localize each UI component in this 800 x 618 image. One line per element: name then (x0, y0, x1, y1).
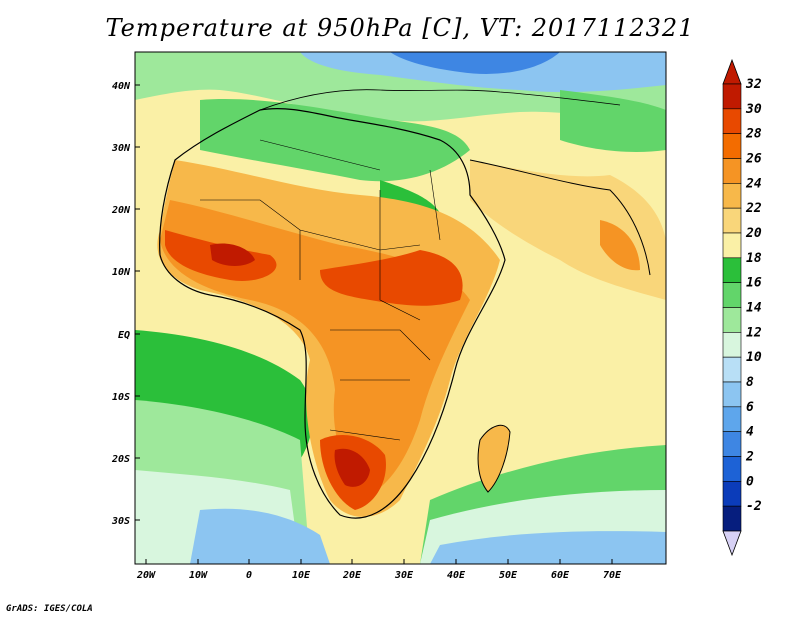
map-plot-area (135, 52, 666, 564)
colorbar-label: 8 (746, 375, 754, 390)
lon-label-10e: 10E (292, 570, 311, 581)
lon-label-10w: 10W (189, 570, 208, 581)
country-borders (200, 139, 441, 441)
colorbar-label: 6 (746, 400, 754, 415)
colorbar-label: 16 (746, 276, 762, 291)
field-europe-cold (390, 52, 560, 74)
colorbar-label: 4 (746, 425, 754, 440)
lat-label-20n: 20N (111, 205, 131, 216)
colorbar-label: 0 (746, 474, 754, 489)
field-central-hot (320, 250, 463, 306)
lon-label-60e: 60E (551, 570, 570, 581)
lat-label-10n: 10N (112, 267, 131, 278)
colorbar-cell (722, 307, 742, 333)
field-south-atlantic-cold (190, 508, 330, 564)
colorbar-cell (722, 505, 742, 532)
africa-coastline (159, 108, 506, 519)
colorbar-cell (722, 207, 742, 234)
madagascar-coastline (477, 424, 511, 493)
colorbar-cell (722, 481, 742, 507)
grads-credit: GrADS: IGES/COLA (6, 604, 93, 614)
colorbar-cell (722, 183, 742, 209)
colorbar-cell (722, 381, 742, 408)
field-mali-very-hot (210, 243, 255, 266)
colorbar-bottom-arrow (722, 530, 742, 557)
colorbar-label: 18 (746, 251, 762, 266)
field-madagascar (478, 425, 510, 492)
field-south-indian-cold (430, 531, 666, 564)
colorbar-label: 28 (745, 127, 762, 142)
lon-label-70e: 70E (603, 570, 622, 581)
lon-label-0: 0 (246, 570, 252, 581)
field-arabia-warm (470, 160, 666, 300)
mediterranean-coastline (259, 89, 621, 111)
arabia-india-coastline (469, 159, 651, 276)
colorbar-cell (722, 282, 742, 308)
lat-label-eq: EQ (118, 330, 130, 341)
latitude-axis: 40N 30N 20N 10N EQ 10S 20S 30S (111, 81, 140, 527)
colorbar-label: 30 (745, 102, 762, 117)
lat-label-30n: 30N (111, 143, 131, 154)
colorbar-cell (722, 158, 742, 184)
lon-label-20w: 20W (136, 570, 156, 581)
field-india-hot (600, 220, 640, 271)
colorbar-cell (722, 83, 742, 110)
colorbar-label: 20 (745, 226, 762, 241)
colorbar-label: 10 (746, 350, 762, 365)
field-sahara-green (200, 99, 470, 182)
colorbar-label: -2 (746, 499, 762, 514)
colorbar-cell (722, 232, 742, 259)
map-title: Temperature at 950hPa [C], VT: 201711232… (105, 14, 695, 42)
lon-label-50e: 50E (499, 570, 518, 581)
lat-label-10s: 10S (112, 392, 130, 403)
lon-label-40e: 40E (447, 570, 466, 581)
lon-label-30e: 30E (394, 570, 414, 581)
colorbar-label: 32 (745, 77, 762, 92)
colorbar-cell (722, 332, 742, 358)
colorbar-cell (722, 356, 742, 383)
colorbar-cell (722, 456, 742, 482)
colorbar-label: 2 (745, 450, 754, 465)
lat-label-20s: 20S (111, 454, 130, 465)
field-iran-mild (560, 90, 666, 152)
colorbar-label: 22 (745, 201, 762, 216)
colorbar-cell (722, 133, 742, 159)
longitude-axis: 20W 10W 0 10E 20E 30E 40E 50E 60E 70E (136, 559, 622, 581)
colorbar-cell (722, 406, 742, 432)
map-frame (134, 51, 667, 565)
colorbar-cell (722, 108, 742, 134)
colorbar-label: 26 (745, 152, 762, 167)
colorbar-label: 14 (746, 301, 762, 316)
colorbar-label: 24 (745, 176, 762, 191)
colorbar-top-arrow (722, 58, 742, 85)
colorbar-label: 12 (746, 325, 762, 340)
colorbar-cells (722, 83, 742, 532)
colorbar-cell (722, 257, 742, 283)
colorbar-cell (722, 431, 742, 457)
lon-label-20e: 20E (342, 570, 362, 581)
lat-label-30s: 30S (111, 516, 130, 527)
lat-label-40n: 40N (112, 81, 131, 92)
field-kalahari-very-hot (334, 448, 370, 487)
